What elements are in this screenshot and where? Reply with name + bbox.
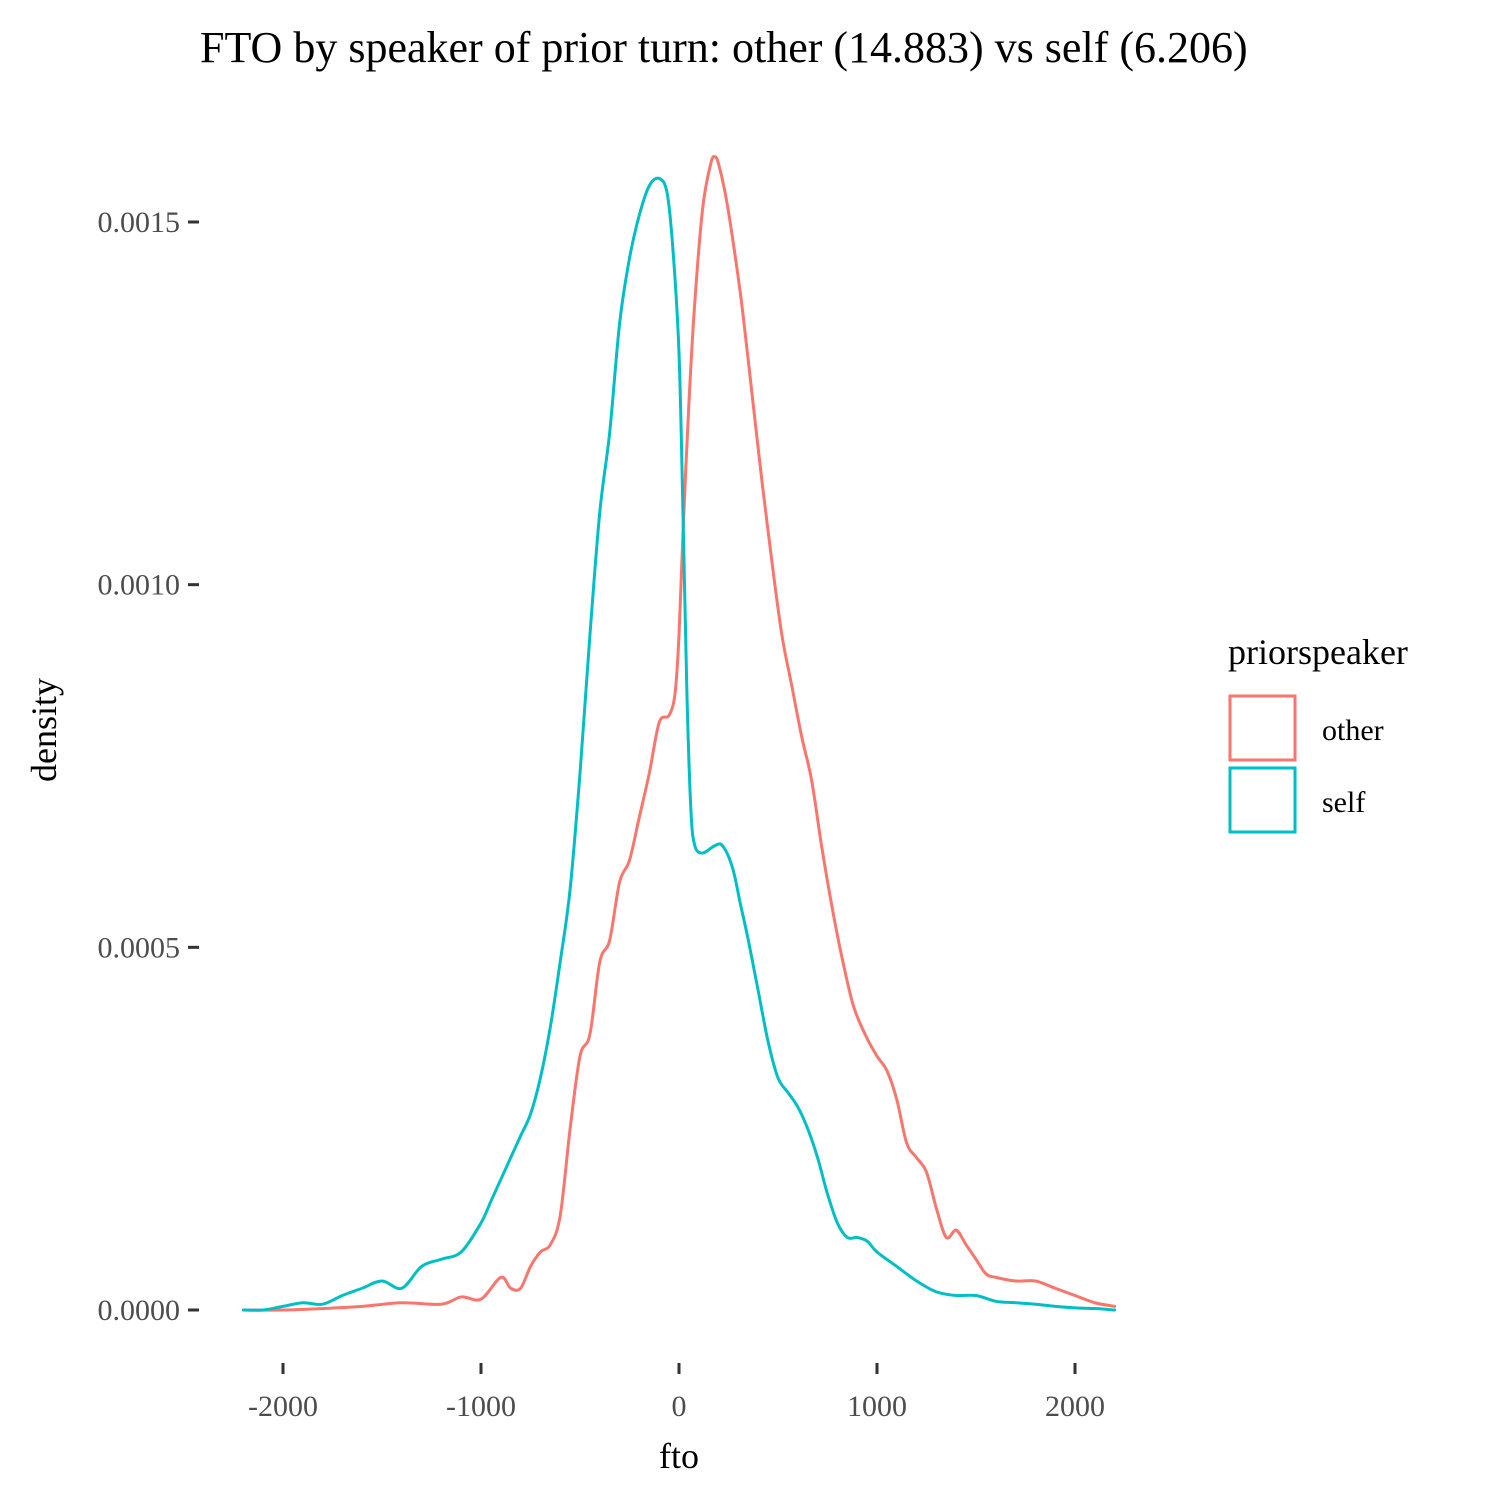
legend-key-other	[1228, 694, 1297, 762]
legend-label-self: self	[1322, 786, 1365, 819]
x-tick-label: 0	[672, 1390, 687, 1423]
y-tick-label: 0.0005	[98, 931, 181, 964]
x-tick-label: -1000	[446, 1390, 516, 1423]
x-tick-label: 1000	[847, 1390, 907, 1423]
legend-key-self	[1228, 766, 1297, 834]
series-layer	[241, 155, 1117, 1312]
y-axis: 0.0000 0.0005 0.0010 0.0015	[98, 206, 199, 1327]
y-tick-label: 0.0015	[98, 206, 181, 239]
legend-label-other: other	[1322, 714, 1384, 747]
x-axis: -2000 -1000 0 1000 2000	[248, 1363, 1105, 1423]
chart-title: FTO by speaker of prior turn: other (14.…	[200, 23, 1248, 72]
y-axis-title: density	[24, 678, 64, 782]
series-line-other	[241, 155, 1117, 1312]
series-line-self	[241, 176, 1117, 1312]
x-tick-label: 2000	[1045, 1390, 1105, 1423]
x-axis-title: fto	[659, 1436, 699, 1476]
legend-entries: other self	[1228, 694, 1384, 834]
y-tick-label: 0.0000	[98, 1294, 181, 1327]
y-tick-label: 0.0010	[98, 569, 181, 602]
legend-title: priorspeaker	[1228, 632, 1408, 672]
x-tick-label: -2000	[248, 1390, 318, 1423]
legend: priorspeaker other self	[1228, 632, 1408, 834]
